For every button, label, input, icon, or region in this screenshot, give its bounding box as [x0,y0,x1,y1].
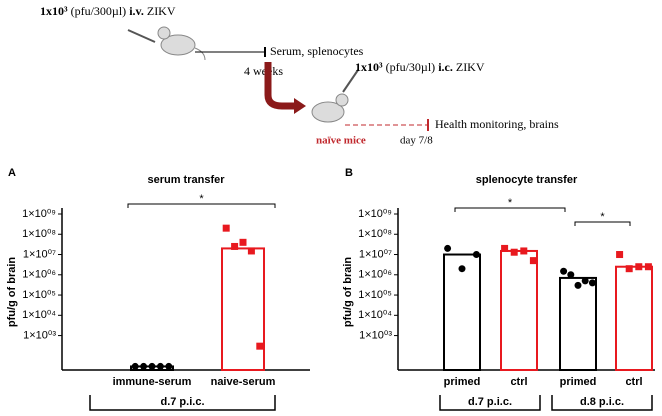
transfer-arrow [264,62,294,110]
chart-title: serum transfer [147,174,225,186]
interval-label: 4 weeks [244,64,283,78]
mouse-icon [311,69,359,123]
y-axis-label: pfu/g of brain [6,257,18,328]
data-point [501,244,509,252]
y-tick-label: 1×10⁰⁶ [358,269,392,281]
data-point [625,265,633,273]
data-point [148,362,156,370]
x-tick-label: naive-serum [211,376,276,388]
readout-label: Health monitoring, brains [435,117,559,131]
data-point [588,279,596,287]
group-label: d.8 p.i.c. [580,396,624,408]
data-point [529,257,537,265]
y-tick-label: 1×10⁰³ [23,329,56,341]
data-point [567,271,575,279]
chart-title: splenocyte transfer [476,174,578,186]
y-tick-label: 1×10⁰⁵ [358,289,392,301]
arrow-head [294,98,306,114]
bar [443,253,481,371]
data-point [644,263,652,271]
virus: ZIKV [453,60,485,74]
group-bracket [89,395,276,411]
y-tick-label: 1×10⁰⁸ [358,228,392,240]
data-point [520,247,528,255]
x-tick-label: ctrl [625,376,642,388]
y-tick-label: 1×10⁰⁷ [359,248,392,260]
data-point [140,362,148,370]
data-point [222,224,230,232]
data-point [256,342,264,350]
mouse-icon [127,26,206,61]
data-point [574,281,582,289]
bar [221,247,265,371]
significance-bracket [127,203,276,208]
x-tick-label: primed [560,376,597,388]
data-point [472,251,480,259]
bar [615,265,653,372]
significance-bracket [574,221,631,226]
volume: (pfu/30µl) [383,60,439,74]
route: i.v. [129,4,144,18]
x-tick-label: primed [444,376,481,388]
dose: 1x10³ [40,4,68,18]
step2-label: 1x10³ (pfu/30µl) i.c. ZIKV [355,60,485,74]
x-tick-label: immune-serum [113,376,192,388]
volume: (pfu/300µl) [68,4,130,18]
y-tick-label: 1×10⁰³ [359,329,392,341]
data-point [444,244,452,252]
data-point [560,267,568,275]
timepoint-label: day 7/8 [400,135,433,147]
group-bracket [439,395,541,411]
bar [500,249,538,371]
y-tick-label: 1×10⁰⁴ [22,309,56,321]
virus: ZIKV [144,4,176,18]
data-point [581,277,589,285]
bar [559,276,597,372]
y-tick-label: 1×10⁰⁴ [358,309,392,321]
y-tick-label: 1×10⁰⁷ [23,248,56,260]
group-bracket [551,395,653,411]
y-tick-label: 1×10⁰⁸ [22,228,56,240]
schematic: 1x10³ (pfu/300µl) i.v. ZIKV Serum, splen… [40,4,559,147]
dose: 1x10³ [355,60,383,74]
y-tick-label: 1×10⁰⁵ [22,289,56,301]
route: i.c. [438,60,453,74]
significance-label: * [199,193,204,205]
harvest-label: Serum, splenocytes [270,44,364,58]
group-label: d.7 p.i.c. [160,396,204,408]
data-point [231,242,239,250]
significance-label: * [600,211,605,223]
significance-label: * [508,197,513,209]
data-point [616,251,624,259]
data-point [635,263,643,271]
y-tick-label: 1×10⁰⁶ [22,269,56,281]
data-point [165,362,173,370]
panel-label: A [8,167,16,179]
group-label: d.7 p.i.c. [468,396,512,408]
y-axis-label: pfu/g of brain [342,257,354,328]
x-tick-label: ctrl [510,376,527,388]
data-point [247,247,255,255]
data-point [239,238,247,246]
significance-bracket [454,207,566,212]
recipients-label: naïve mice [316,135,366,147]
data-point [458,265,466,273]
data-point [510,248,518,256]
y-tick-label: 1×10⁰⁹ [358,208,392,220]
data-point [156,362,164,370]
y-tick-label: 1×10⁰⁹ [22,208,56,220]
step1-label: 1x10³ (pfu/300µl) i.v. ZIKV [40,4,176,18]
panel-label: B [345,167,353,179]
data-point [131,362,139,370]
